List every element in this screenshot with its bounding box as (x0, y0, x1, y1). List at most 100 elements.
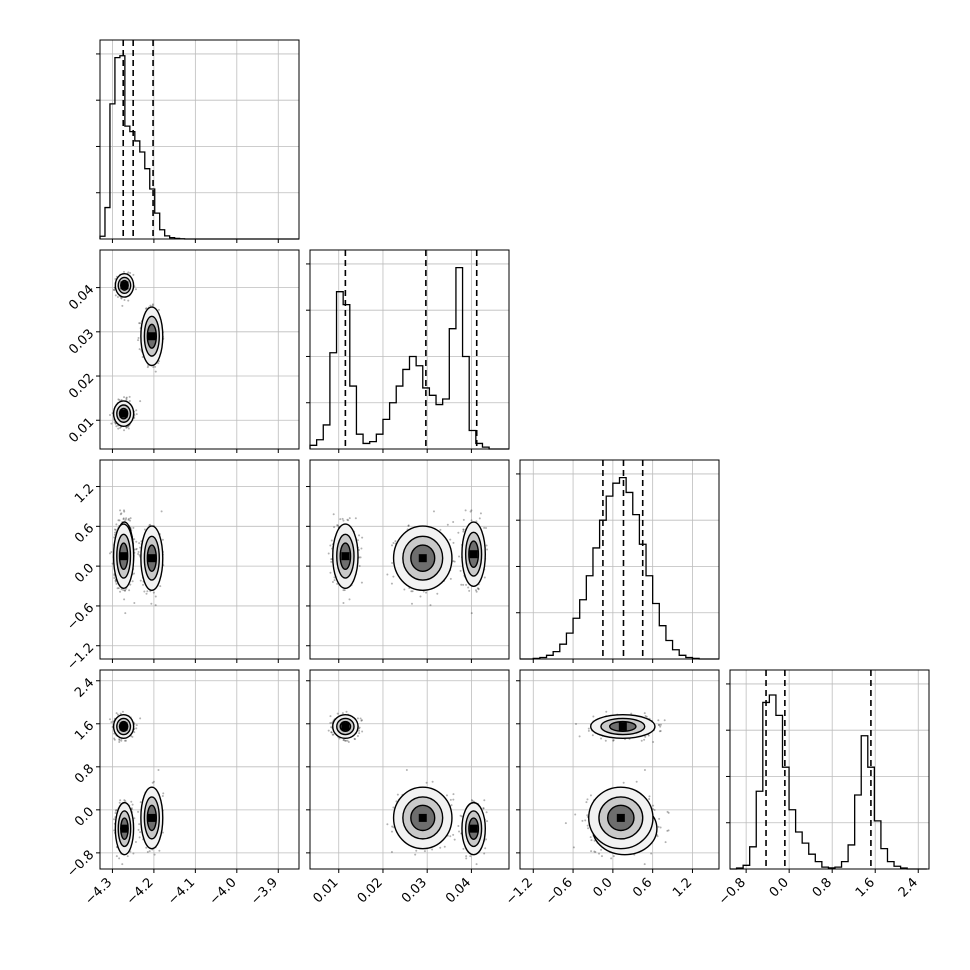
scatter-point (422, 590, 425, 593)
scatter-point (329, 544, 332, 547)
scatter-point (131, 803, 134, 806)
scatter-point (133, 601, 136, 604)
scatter-point (407, 524, 410, 527)
y-tick-label: 0.0 (72, 561, 97, 586)
scatter-point (124, 612, 127, 615)
scatter-point (135, 409, 138, 412)
scatter-point (118, 801, 121, 804)
scatter-point (457, 531, 460, 534)
scatter-point (128, 395, 131, 398)
scatter-point (125, 426, 128, 429)
scatter-point (139, 717, 142, 720)
scatter-point (131, 580, 134, 583)
scatter-point (348, 517, 351, 520)
scatter-point (151, 303, 154, 306)
scatter-point (129, 583, 132, 586)
scatter-point (152, 591, 155, 594)
scatter-point (333, 526, 336, 529)
scatter-point (118, 740, 121, 743)
scatter-point (122, 509, 125, 512)
scatter-point (116, 296, 119, 299)
scatter-point (342, 519, 345, 522)
scatter-point (128, 399, 131, 402)
panel-frame (99, 249, 300, 450)
scatter-point (114, 294, 117, 297)
scatter-point (124, 739, 127, 742)
scatter-point (127, 299, 130, 302)
scatter-point (470, 519, 473, 522)
scatter-point (483, 526, 486, 529)
scatter-point (113, 737, 116, 740)
scatter-point (122, 589, 125, 592)
scatter-point (114, 580, 117, 583)
scatter-point (465, 583, 468, 586)
scatter-point (123, 598, 126, 601)
scatter-point (459, 569, 462, 572)
scatter-point (118, 519, 121, 522)
scatter-point (114, 812, 117, 815)
density-peak (120, 824, 129, 833)
scatter-point (143, 590, 146, 593)
scatter-point (145, 307, 148, 310)
scatter-point (129, 519, 132, 522)
scatter-point (113, 576, 116, 579)
scatter-point (114, 809, 117, 812)
scatter-point (333, 579, 336, 582)
scatter-point (452, 560, 455, 563)
scatter-point (123, 510, 126, 513)
scatter-point (336, 524, 339, 527)
scatter-point (449, 577, 452, 580)
scatter-point (159, 585, 162, 588)
scatter-point (137, 828, 140, 831)
scatter-point (148, 850, 151, 853)
scatter-point (469, 510, 472, 513)
panel-p0-p2: −1.2−0.60.00.61.2 (64, 459, 300, 673)
scatter-point (336, 582, 339, 585)
scatter-point (333, 576, 336, 579)
scatter-point (125, 397, 128, 400)
scatter-point (137, 551, 140, 554)
scatter-point (118, 399, 121, 402)
scatter-point (119, 590, 122, 593)
scatter-point (154, 595, 157, 598)
scatter-point (360, 581, 363, 584)
scatter-point (484, 527, 487, 530)
scatter-point (439, 528, 442, 531)
scatter-point (151, 781, 154, 784)
scatter-point (348, 598, 351, 601)
scatter-point (115, 523, 118, 526)
scatter-point (123, 739, 126, 742)
density-peak (341, 552, 350, 561)
scatter-point (391, 562, 394, 565)
scatter-point (124, 800, 127, 803)
scatter-point (327, 552, 330, 555)
scatter-point (133, 572, 136, 575)
panel-frame (519, 459, 720, 660)
scatter-point (483, 576, 486, 579)
density-peak (469, 550, 478, 559)
scatter-point (354, 517, 357, 520)
scatter-point (135, 547, 138, 550)
scatter-point (394, 540, 397, 543)
y-tick-label: 0.04 (66, 282, 97, 313)
scatter-point (149, 523, 152, 526)
scatter-point (135, 540, 138, 543)
scatter-point (157, 308, 160, 311)
y-tick-label: 0.03 (66, 327, 97, 358)
scatter-point (117, 519, 120, 522)
scatter-point (132, 526, 135, 529)
scatter-point (121, 863, 124, 866)
scatter-point (470, 509, 473, 512)
scatter-point (113, 818, 116, 821)
y-tick-label: 1.2 (72, 481, 97, 506)
scatter-point (127, 517, 130, 520)
scatter-point (358, 564, 361, 567)
scatter-point (346, 518, 349, 521)
scatter-point (161, 795, 164, 798)
scatter-point (142, 583, 145, 586)
scatter-point (162, 792, 165, 795)
scatter-point (120, 739, 123, 742)
scatter-point (134, 288, 137, 291)
scatter-point (125, 517, 128, 520)
scatter-point (432, 510, 435, 513)
